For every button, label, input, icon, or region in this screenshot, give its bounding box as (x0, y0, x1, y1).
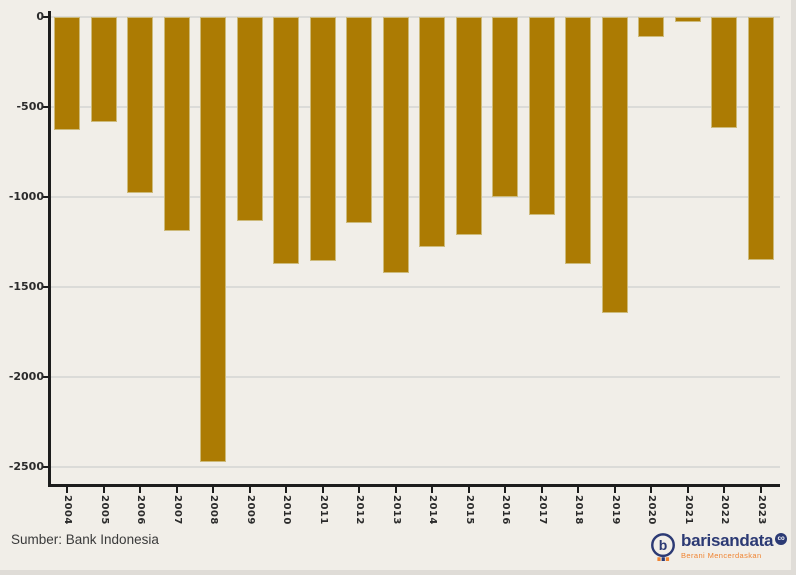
y-tick-label: 0 (36, 10, 44, 23)
bar-2017 (528, 17, 555, 215)
x-tick-label: 2009 (244, 495, 256, 525)
bar-2010 (273, 17, 299, 264)
bar-2013 (382, 17, 409, 273)
bar-2021 (674, 17, 701, 22)
bar-2018 (565, 17, 591, 264)
x-tick-label: 2014 (427, 495, 438, 525)
y-tick-label: -2500 (8, 460, 44, 473)
x-tick (66, 487, 68, 493)
x-tick-label: 2017 (536, 495, 548, 525)
bar-2005 (90, 17, 117, 123)
bar-2004 (54, 17, 80, 131)
bar-2016 (492, 17, 518, 197)
bar-chart: 0 -500 -1000 -1500 -2000 -2500 2004 2005 2006 200… (8, 10, 780, 525)
y-tick-label: -2000 (8, 370, 44, 383)
bar-2014 (419, 17, 445, 247)
x-tick (650, 487, 652, 493)
x-tick (467, 487, 470, 493)
co-badge: co (775, 533, 788, 545)
y-tick-label: -1500 (8, 280, 44, 293)
y-tick (42, 466, 49, 468)
x-tick-label: 2007 (171, 495, 183, 525)
gridline (50, 106, 780, 108)
x-tick-label: 2013 (390, 495, 402, 525)
x-tick-label: 2004 (62, 495, 73, 525)
brand-name: barisandata (681, 531, 774, 550)
bar-2008 (200, 17, 226, 462)
x-axis-spine (48, 484, 780, 487)
x-tick (540, 487, 543, 493)
gridline (50, 196, 780, 198)
x-tick-label: 2006 (135, 495, 146, 525)
x-tick-label: 2021 (682, 495, 694, 525)
x-tick (212, 487, 214, 493)
y-tick (42, 106, 49, 108)
screenshot-bottom-edge (0, 570, 796, 575)
y-tick (42, 286, 49, 288)
x-tick-label: 2023 (755, 495, 767, 525)
x-tick (613, 487, 616, 493)
x-tick (431, 487, 433, 493)
x-tick-label: 2011 (317, 495, 329, 525)
gridline (50, 376, 780, 378)
x-tick (321, 487, 324, 493)
y-tick-label: -1000 (8, 190, 44, 203)
x-tick-label: 2005 (98, 495, 110, 525)
x-tick-label: 2019 (609, 495, 621, 525)
x-tick-label: 2018 (573, 495, 584, 525)
screenshot-right-edge (791, 0, 796, 575)
x-tick (759, 487, 762, 493)
logo-text-block: barisandata co Berani Mencerdaskan (681, 531, 788, 560)
bar-2023 (747, 17, 774, 260)
x-tick-label: 2016 (500, 495, 511, 525)
x-tick (394, 487, 397, 493)
bar-2011 (309, 17, 336, 261)
x-tick (285, 487, 287, 493)
x-tick (358, 487, 360, 493)
brand-tagline: Berani Mencerdaskan (681, 551, 762, 560)
x-tick-label: 2012 (354, 495, 365, 525)
x-tick-label: 2015 (463, 495, 475, 525)
x-tick (577, 487, 579, 493)
gridline (50, 16, 780, 18)
x-tick (175, 487, 178, 493)
x-tick (686, 487, 689, 493)
bar-2020 (638, 17, 664, 37)
barisandata-logo-icon: b (651, 533, 675, 561)
source-label: Sumber: Bank Indonesia (11, 532, 159, 547)
svg-text:b: b (659, 537, 668, 553)
x-tick (139, 487, 141, 493)
barisandata-logo: b barisandata co Berani Mencerdaskan (649, 531, 788, 562)
bar-2022 (711, 17, 737, 128)
x-tick (102, 487, 105, 493)
gridline (50, 286, 780, 288)
x-tick (504, 487, 506, 493)
x-tick-label: 2010 (281, 495, 292, 525)
gridline (50, 466, 780, 468)
y-tick (42, 16, 49, 18)
x-tick-label: 2008 (208, 495, 219, 525)
x-tick-label: 2020 (646, 495, 657, 525)
y-tick (42, 196, 49, 198)
bar-2006 (127, 17, 153, 194)
y-tick-label: -500 (16, 100, 44, 113)
y-tick (42, 376, 49, 378)
bar-2019 (601, 17, 628, 314)
bar-2015 (455, 17, 482, 235)
bar-2007 (163, 17, 190, 232)
bar-2009 (236, 17, 263, 222)
bar-2012 (346, 17, 372, 224)
y-axis-spine (48, 11, 51, 487)
x-tick-label: 2022 (719, 495, 730, 525)
x-tick (723, 487, 725, 493)
x-tick (248, 487, 251, 493)
